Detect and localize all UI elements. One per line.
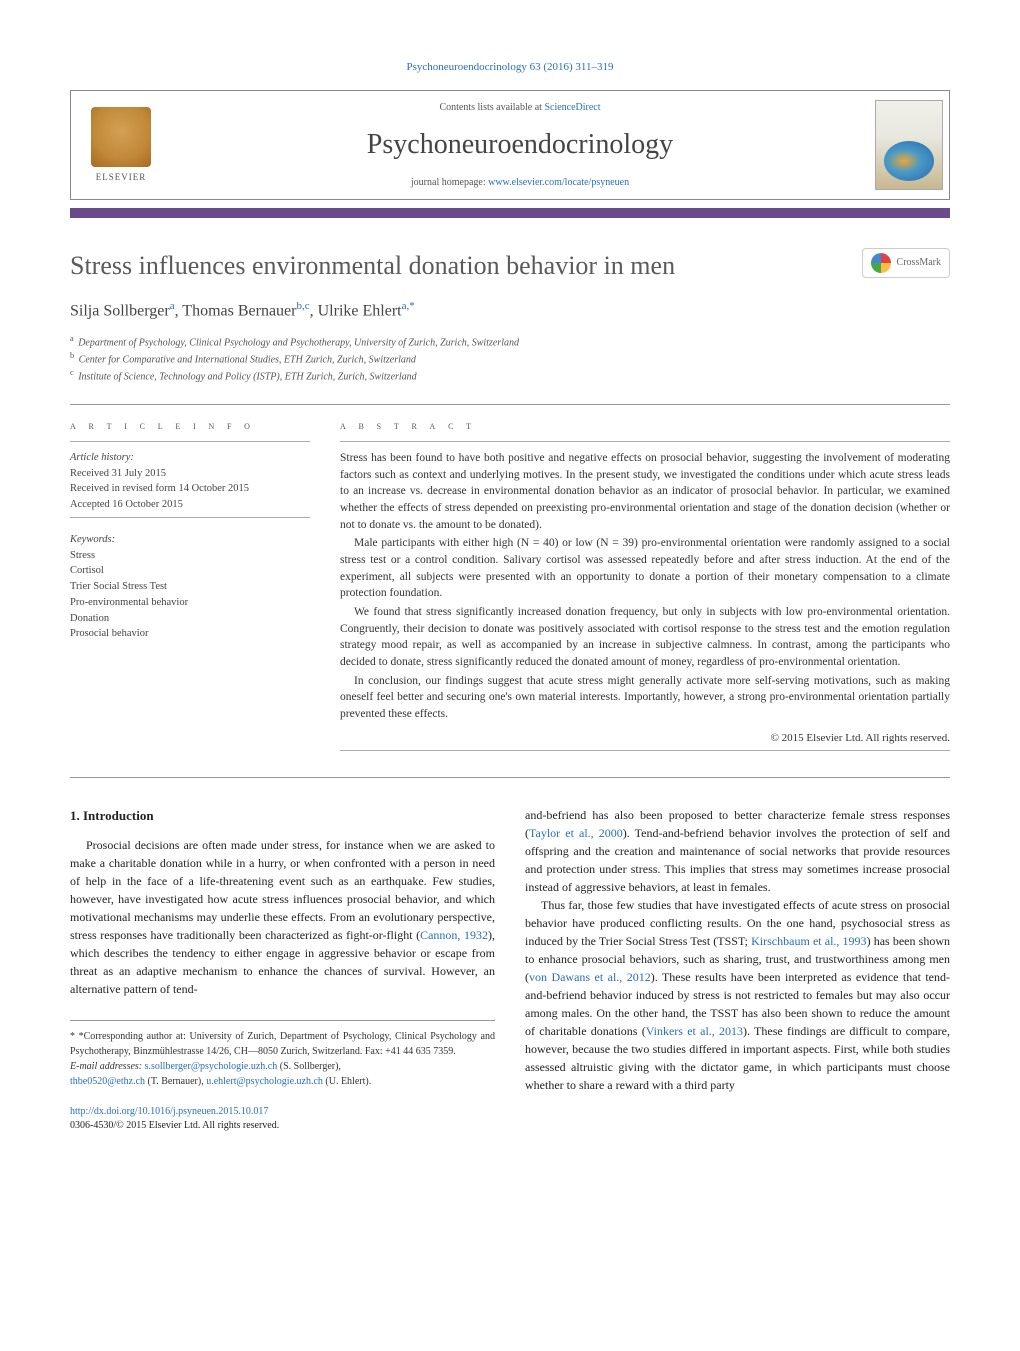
keyword: Pro-environmental behavior xyxy=(70,595,310,611)
email-addresses: E-mail addresses: s.sollberger@psycholog… xyxy=(70,1059,495,1089)
keyword: Prosocial behavior xyxy=(70,626,310,642)
doi-link[interactable]: http://dx.doi.org/10.1016/j.psyneuen.201… xyxy=(70,1105,495,1119)
crossmark-icon xyxy=(871,253,891,273)
keywords-block: Keywords: Stress Cortisol Trier Social S… xyxy=(70,532,310,642)
contents-prefix: Contents lists available at xyxy=(439,102,544,113)
journal-reference: Psychoneuroendocrinology 63 (2016) 311–3… xyxy=(70,60,950,75)
abstract-label: a b s t r a c t xyxy=(340,419,950,434)
title-row: Stress influences environmental donation… xyxy=(70,248,950,298)
body-columns: 1. Introduction Prosocial decisions are … xyxy=(70,806,950,1133)
crossmark-label: CrossMark xyxy=(897,256,941,270)
affiliation-b: b Center for Comparative and Internation… xyxy=(70,350,950,367)
keyword: Donation xyxy=(70,611,310,627)
revised: Received in revised form 14 October 2015 xyxy=(70,481,310,497)
journal-name: Psychoneuroendocrinology xyxy=(367,125,673,164)
elsevier-logo: ELSEVIER xyxy=(71,91,171,199)
abstract-copyright: © 2015 Elsevier Ltd. All rights reserved… xyxy=(340,731,950,746)
affiliation-b-text: Center for Comparative and International… xyxy=(79,354,416,365)
homepage-prefix: journal homepage: xyxy=(411,177,488,188)
abstract-col: a b s t r a c t Stress has been found to… xyxy=(340,419,950,759)
journal-cover xyxy=(869,91,949,199)
homepage-line: journal homepage: www.elsevier.com/locat… xyxy=(411,176,629,190)
intro-heading: 1. Introduction xyxy=(70,806,495,826)
right-column: and-befriend has also been proposed to b… xyxy=(525,806,950,1133)
abstract-p2: Male participants with either high (N = … xyxy=(340,535,950,602)
citation-link[interactable]: von Dawans et al., 2012 xyxy=(529,970,651,984)
header-center: Contents lists available at ScienceDirec… xyxy=(171,91,869,199)
keyword: Stress xyxy=(70,548,310,564)
doi-block: http://dx.doi.org/10.1016/j.psyneuen.201… xyxy=(70,1105,495,1133)
thin-rule xyxy=(340,750,950,751)
keyword: Cortisol xyxy=(70,563,310,579)
issn-copyright: 0306-4530/© 2015 Elsevier Ltd. All right… xyxy=(70,1119,495,1133)
intro-paragraph-right-1: and-befriend has also been proposed to b… xyxy=(525,806,950,896)
article-title: Stress influences environmental donation… xyxy=(70,248,675,284)
abstract-p4: In conclusion, our findings suggest that… xyxy=(340,673,950,723)
sciencedirect-link[interactable]: ScienceDirect xyxy=(544,102,600,113)
keywords-label: Keywords: xyxy=(70,532,310,548)
page: Psychoneuroendocrinology 63 (2016) 311–3… xyxy=(0,0,1020,1173)
email-link[interactable]: u.ehlert@psychologie.uzh.ch xyxy=(206,1076,323,1087)
contents-available-line: Contents lists available at ScienceDirec… xyxy=(439,101,600,115)
email-link[interactable]: thbe0520@ethz.ch xyxy=(70,1076,145,1087)
footnotes: * *Corresponding author at: University o… xyxy=(70,1020,495,1089)
journal-header-box: ELSEVIER Contents lists available at Sci… xyxy=(70,90,950,200)
text: (S. Sollberger), xyxy=(277,1061,341,1072)
accent-bar xyxy=(70,208,950,218)
thin-rule xyxy=(70,517,310,518)
text: (T. Bernauer), xyxy=(145,1076,206,1087)
abstract-text: Stress has been found to have both posit… xyxy=(340,450,950,723)
affiliation-c: c Institute of Science, Technology and P… xyxy=(70,367,950,384)
left-column: 1. Introduction Prosocial decisions are … xyxy=(70,806,495,1133)
text: (U. Ehlert). xyxy=(323,1076,371,1087)
accepted: Accepted 16 October 2015 xyxy=(70,497,310,513)
affiliation-c-text: Institute of Science, Technology and Pol… xyxy=(78,371,416,382)
thin-rule xyxy=(70,441,310,442)
abstract-p3: We found that stress significantly incre… xyxy=(340,604,950,671)
divider xyxy=(70,404,950,405)
email-link[interactable]: s.sollberger@psychologie.uzh.ch xyxy=(145,1061,278,1072)
citation-link[interactable]: Cannon, 1932 xyxy=(420,928,488,942)
affiliation-a: a Department of Psychology, Clinical Psy… xyxy=(70,333,950,350)
affiliations: a Department of Psychology, Clinical Psy… xyxy=(70,333,950,385)
intro-paragraph-left: Prosocial decisions are often made under… xyxy=(70,836,495,998)
citation-link[interactable]: Kirschbaum et al., 1993 xyxy=(751,934,866,948)
article-info-col: a r t i c l e i n f o Article history: R… xyxy=(70,419,310,759)
email-label: E-mail addresses: xyxy=(70,1061,145,1072)
article-history: Article history: Received 31 July 2015 R… xyxy=(70,450,310,513)
authors: Silja Sollbergera, Thomas Bernauerb,c, U… xyxy=(70,299,950,323)
intro-paragraph-right-2: Thus far, those few studies that have in… xyxy=(525,896,950,1094)
article-info-label: a r t i c l e i n f o xyxy=(70,419,310,434)
elsevier-tree-icon xyxy=(91,107,151,167)
received: Received 31 July 2015 xyxy=(70,466,310,482)
cover-thumbnail-icon xyxy=(875,100,943,190)
homepage-link[interactable]: www.elsevier.com/locate/psyneuen xyxy=(488,177,629,188)
elsevier-label: ELSEVIER xyxy=(96,171,147,184)
keyword: Trier Social Stress Test xyxy=(70,579,310,595)
abstract-p1: Stress has been found to have both posit… xyxy=(340,450,950,533)
thin-rule xyxy=(340,441,950,442)
citation-link[interactable]: Taylor et al., 2000 xyxy=(529,826,623,840)
text: Prosocial decisions are often made under… xyxy=(70,838,495,942)
info-abstract-row: a r t i c l e i n f o Article history: R… xyxy=(70,419,950,759)
full-rule xyxy=(70,777,950,778)
citation-link[interactable]: Vinkers et al., 2013 xyxy=(646,1024,743,1038)
history-label: Article history: xyxy=(70,450,310,466)
affiliation-a-text: Department of Psychology, Clinical Psych… xyxy=(78,337,519,348)
corresponding-author: * *Corresponding author at: University o… xyxy=(70,1029,495,1059)
crossmark-badge[interactable]: CrossMark xyxy=(862,248,950,278)
